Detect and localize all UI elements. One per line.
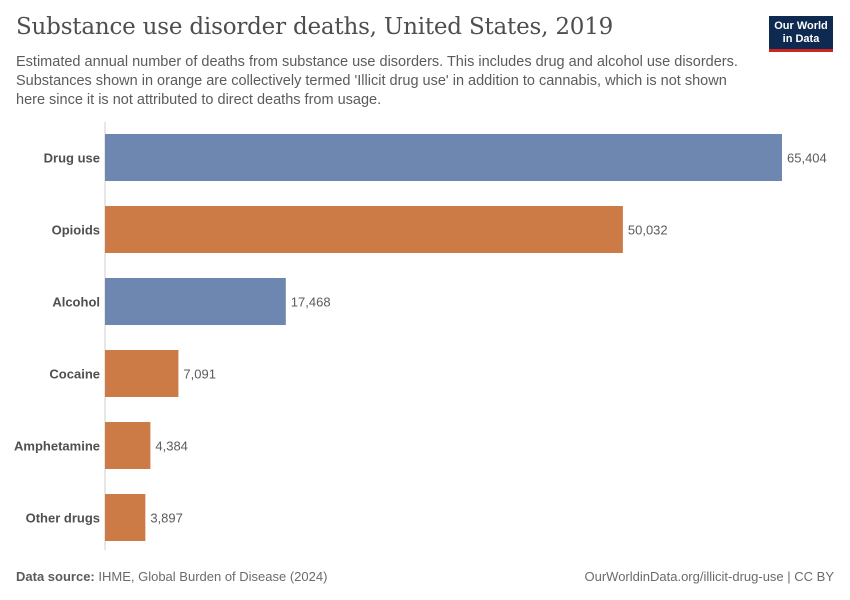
data-source: Data source: IHME, Global Burden of Dise… [16, 569, 327, 584]
value-label: 7,091 [183, 367, 216, 382]
category-label: Amphetamine [14, 439, 100, 454]
owid-logo[interactable]: Our World in Data [769, 16, 833, 52]
bar[interactable] [105, 350, 179, 397]
chart-title: Substance use disorder deaths, United St… [16, 14, 614, 40]
value-label: 3,897 [150, 511, 183, 526]
url-license-link[interactable]: OurWorldinData.org/illicit-drug-use | CC… [584, 569, 835, 584]
bar[interactable] [105, 422, 151, 469]
bar[interactable] [105, 278, 286, 325]
value-label: 65,404 [787, 151, 827, 166]
bar[interactable] [105, 206, 623, 253]
category-label: Opioids [52, 223, 100, 238]
logo-line-1: Our World [774, 19, 828, 32]
value-label: 50,032 [628, 223, 668, 238]
category-label: Other drugs [26, 511, 100, 526]
category-label: Drug use [44, 151, 100, 166]
value-label: 4,384 [155, 439, 188, 454]
chart-subtitle: Estimated annual number of deaths from s… [16, 54, 738, 108]
bar[interactable] [105, 494, 146, 541]
data-source-label: Data source: [16, 569, 95, 584]
category-label: Alcohol [52, 295, 100, 310]
bar[interactable] [105, 134, 782, 181]
category-label: Cocaine [49, 367, 100, 382]
data-source-text: IHME, Global Burden of Disease (2024) [98, 569, 328, 584]
value-label: 17,468 [291, 295, 331, 310]
logo-line-2: in Data [782, 32, 820, 45]
